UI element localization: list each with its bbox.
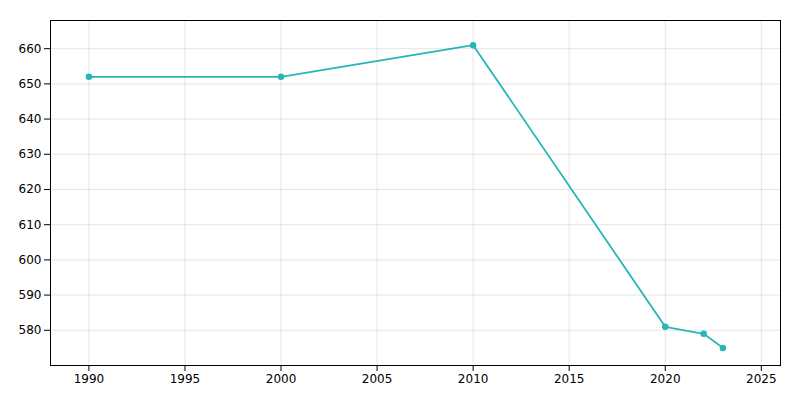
svg-text:2000: 2000 (266, 372, 297, 386)
svg-text:1990: 1990 (74, 372, 105, 386)
svg-text:2020: 2020 (650, 372, 681, 386)
svg-text:2025: 2025 (746, 372, 777, 386)
svg-text:650: 650 (19, 77, 42, 91)
svg-text:610: 610 (19, 218, 42, 232)
svg-text:2010: 2010 (458, 372, 489, 386)
svg-text:630: 630 (19, 147, 42, 161)
svg-text:590: 590 (19, 288, 42, 302)
svg-text:660: 660 (19, 42, 42, 56)
svg-text:600: 600 (19, 253, 42, 267)
svg-text:2005: 2005 (362, 372, 393, 386)
svg-text:620: 620 (19, 182, 42, 196)
svg-text:1995: 1995 (170, 372, 201, 386)
svg-text:2015: 2015 (554, 372, 585, 386)
svg-text:580: 580 (19, 323, 42, 337)
svg-text:640: 640 (19, 112, 42, 126)
